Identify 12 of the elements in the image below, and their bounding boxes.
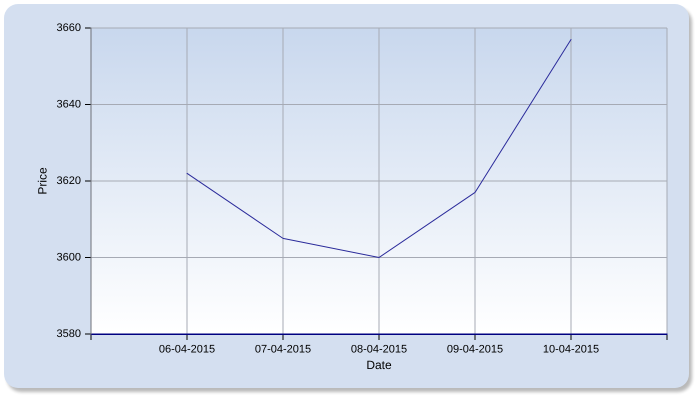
x-tick-label: 08-04-2015 (350, 344, 408, 356)
x-tick-label: 10-04-2015 (542, 344, 600, 356)
x-tick-label: 07-04-2015 (254, 344, 312, 356)
y-tick-label: 3580 (56, 328, 81, 340)
x-axis-title: Date (366, 358, 392, 372)
y-tick-label: 3660 (56, 22, 81, 34)
x-tick-label: 09-04-2015 (446, 344, 504, 356)
y-axis-title: Price (36, 167, 50, 195)
y-tick-label: 3620 (56, 175, 81, 188)
x-tick-label: 06-04-2015 (158, 344, 216, 356)
y-tick-label: 3600 (56, 252, 81, 264)
y-tick-label: 3640 (56, 98, 81, 111)
